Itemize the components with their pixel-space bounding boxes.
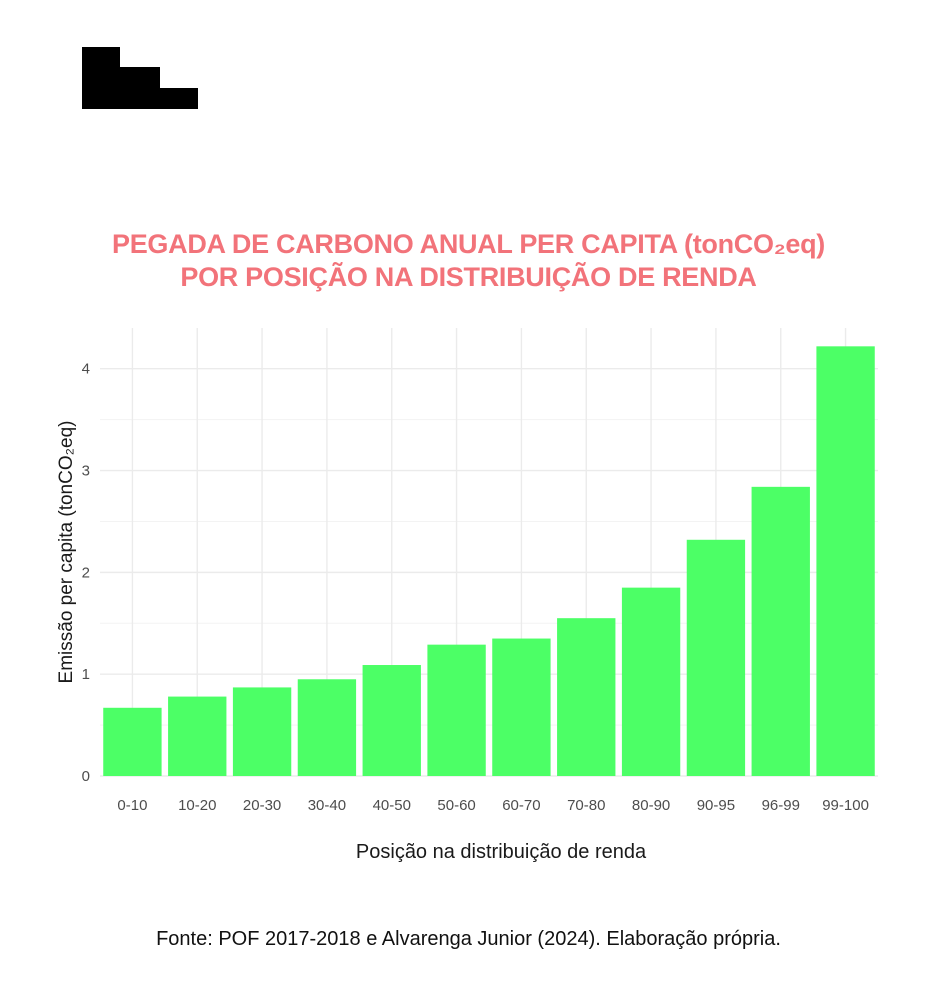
bar-0-10 — [103, 707, 162, 776]
x-tick-label: 10-20 — [178, 797, 216, 814]
x-tick-label: 60-70 — [502, 797, 540, 814]
x-tick-label: 70-80 — [567, 797, 605, 814]
bar-40-50 — [362, 665, 421, 776]
bar-99-100 — [816, 346, 875, 776]
y-tick-label: 4 — [82, 361, 90, 378]
bar-50-60 — [427, 644, 486, 776]
x-tick-label: 80-90 — [632, 797, 670, 814]
y-tick-label: 3 — [82, 463, 90, 480]
x-tick-label: 96-99 — [762, 797, 800, 814]
x-tick-label: 30-40 — [308, 797, 346, 814]
y-tick-label: 1 — [82, 666, 90, 683]
source-note: Fonte: POF 2017-2018 e Alvarenga Junior … — [156, 928, 781, 950]
bar-80-90 — [621, 587, 681, 776]
x-tick-label: 50-60 — [437, 797, 475, 814]
x-tick-label: 20-30 — [243, 797, 281, 814]
x-axis-label: Posição na distribuição de renda — [356, 841, 647, 863]
stair-step-logo-icon — [82, 47, 198, 109]
x-tick-label: 90-95 — [697, 797, 735, 814]
chart-subtitle: POR POSIÇÃO NA DISTRIBUIÇÃO DE RENDA — [180, 262, 757, 292]
chart-title: PEGADA DE CARBONO ANUAL PER CAPITA (tonC… — [112, 229, 825, 259]
bar-10-20 — [168, 696, 227, 776]
logo-icon — [82, 47, 198, 109]
bar-20-30 — [232, 687, 292, 776]
x-tick-label: 0-10 — [117, 797, 147, 814]
chart-title-block: PEGADA DE CARBONO ANUAL PER CAPITA (tonC… — [0, 228, 937, 294]
bar-30-40 — [297, 679, 357, 776]
plot-area — [100, 328, 878, 776]
y-tick-label: 2 — [82, 564, 90, 581]
bar-90-95 — [686, 539, 746, 776]
y-axis-label: Emissão per capita (tonCO₂eq) — [56, 421, 77, 684]
x-tick-label: 40-50 — [373, 797, 411, 814]
bar-70-80 — [557, 618, 616, 776]
bar-96-99 — [751, 486, 810, 776]
bar-chart: 0 1 2 3 4 0-10 10-20 20-30 30-40 40-50 50-60 60-70 7… — [56, 328, 878, 863]
x-tick-label: 99-100 — [822, 797, 869, 814]
y-tick-label: 0 — [82, 768, 90, 785]
bar-60-70 — [492, 638, 551, 776]
